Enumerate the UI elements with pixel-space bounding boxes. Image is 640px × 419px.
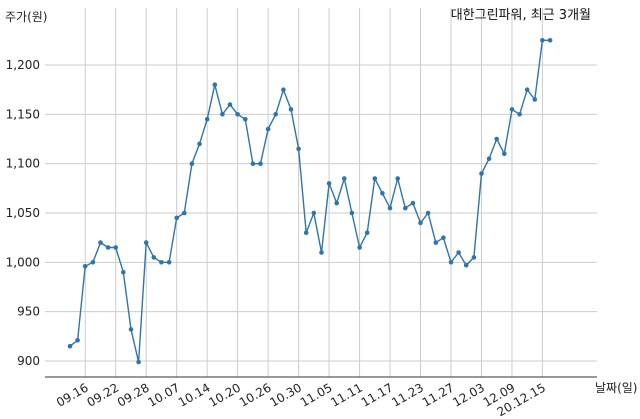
price-point xyxy=(121,269,126,275)
price-point xyxy=(303,230,309,235)
price-point xyxy=(532,97,538,102)
price-point xyxy=(204,117,210,122)
price-point xyxy=(182,210,187,216)
price-point xyxy=(418,220,423,226)
price-point xyxy=(220,112,225,117)
x-tick-label: 09.22 xyxy=(84,380,121,409)
price-point xyxy=(326,181,332,186)
price-point xyxy=(166,260,172,265)
price-point xyxy=(189,161,195,166)
price-point xyxy=(197,141,202,147)
price-point xyxy=(105,245,111,250)
price-point xyxy=(380,191,385,196)
price-point xyxy=(547,38,553,43)
price-point xyxy=(540,38,545,43)
x-tick-label: 11.23 xyxy=(389,380,426,409)
price-point xyxy=(311,210,317,216)
price-line xyxy=(69,39,551,363)
price-point xyxy=(227,102,233,107)
x-tick-label: 09.16 xyxy=(54,380,91,409)
price-point xyxy=(265,126,271,132)
y-tick-label: 1,100 xyxy=(6,157,40,171)
price-point xyxy=(441,235,446,240)
x-tick-label: 10.20 xyxy=(206,380,243,409)
x-tick-label: 12.03 xyxy=(450,380,487,409)
y-tick-labels: 900 950 1,000 1,050 1,100 1,150 1,200 xyxy=(6,58,40,368)
price-point xyxy=(395,176,401,181)
price-point xyxy=(486,156,492,161)
price-point xyxy=(212,82,218,87)
price-point xyxy=(479,171,484,176)
x-tick-label: 11.11 xyxy=(328,380,365,409)
price-point xyxy=(136,359,141,365)
price-point xyxy=(113,245,118,250)
y-tick-label: 1,150 xyxy=(6,107,40,121)
price-point xyxy=(250,161,256,166)
price-point xyxy=(502,151,507,157)
price-point xyxy=(174,215,179,221)
x-axis-title: 날짜(일) xyxy=(595,381,637,395)
price-points xyxy=(67,38,553,365)
y-gridlines xyxy=(45,64,597,362)
x-tick-label: 10.30 xyxy=(267,380,304,409)
price-point xyxy=(448,260,454,265)
price-point xyxy=(334,200,340,206)
price-point xyxy=(143,240,149,245)
price-point xyxy=(471,255,477,260)
price-point xyxy=(90,260,96,265)
price-point xyxy=(364,230,370,235)
price-point xyxy=(159,260,164,265)
price-point xyxy=(273,112,279,117)
x-tick-label: 10.07 xyxy=(145,380,182,409)
y-tick-label: 1,200 xyxy=(6,58,40,72)
price-point xyxy=(296,146,301,152)
x-tick-label: 09.28 xyxy=(115,380,152,409)
price-point xyxy=(456,250,461,255)
price-point xyxy=(372,176,378,181)
x-tick-labels: 09.1609.2209.2810.0710.1410.2010.2610.30… xyxy=(54,380,548,419)
y-tick-label: 1,050 xyxy=(6,206,40,220)
price-point xyxy=(463,263,469,268)
chart-title: 대한그린파워, 최근 3개월 xyxy=(451,8,591,23)
price-point xyxy=(82,264,88,269)
y-axis-title: 주가(원) xyxy=(5,10,47,24)
price-point xyxy=(67,343,73,349)
price-point xyxy=(524,87,530,92)
price-point xyxy=(258,161,263,166)
price-point xyxy=(517,112,522,117)
price-point xyxy=(509,107,515,112)
y-tick-label: 1,000 xyxy=(6,255,40,269)
y-tick-label: 950 xyxy=(17,305,40,319)
y-tick-label: 900 xyxy=(17,354,40,368)
price-point xyxy=(281,87,286,92)
price-point xyxy=(357,245,362,250)
x-gridlines xyxy=(84,8,543,377)
price-point xyxy=(235,112,240,117)
price-point xyxy=(98,240,103,245)
price-point xyxy=(387,205,393,211)
x-tick-label: 11.17 xyxy=(359,380,396,409)
price-point xyxy=(151,255,157,260)
x-tick-label: 10.14 xyxy=(176,380,213,409)
price-point xyxy=(403,205,408,211)
price-point xyxy=(433,240,439,245)
price-point xyxy=(243,117,248,122)
price-point xyxy=(342,176,347,181)
x-tick-label: 11.27 xyxy=(420,380,457,409)
x-tick-label: 11.05 xyxy=(298,380,335,409)
price-point xyxy=(425,210,431,216)
price-point xyxy=(494,136,500,142)
price-point xyxy=(128,327,134,332)
x-tick-label: 10.26 xyxy=(237,380,274,409)
price-point xyxy=(288,107,294,112)
price-point xyxy=(75,338,80,343)
price-point xyxy=(319,250,324,255)
price-point xyxy=(410,200,416,206)
price-point xyxy=(349,210,355,216)
